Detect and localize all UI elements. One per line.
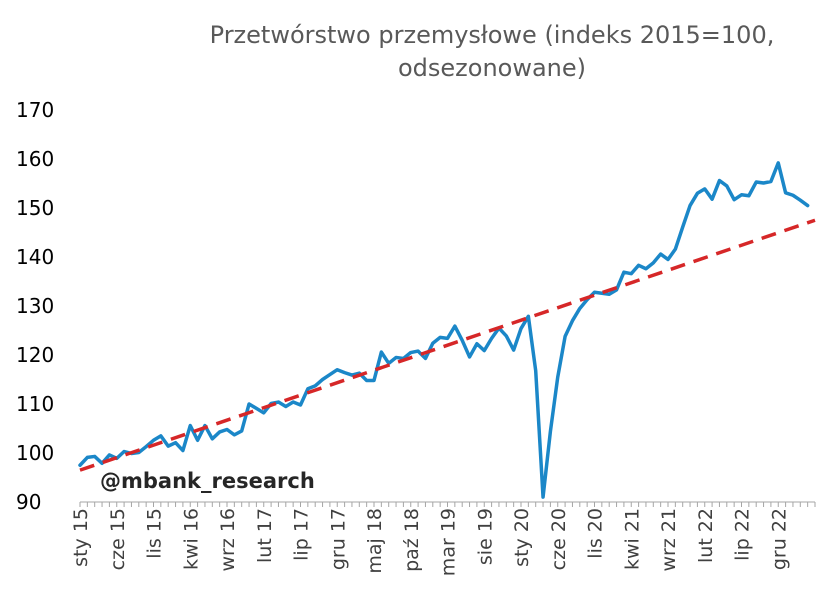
y-tick-label: 170 (16, 98, 54, 122)
x-tick-label: lis 20 (585, 508, 607, 559)
trend-line (79, 218, 816, 472)
x-tick-label: lis 15 (144, 508, 166, 559)
x-tick-label: sty 20 (511, 508, 533, 567)
chart-title-line-1: Przetwórstwo przemysłowe (indeks 2015=10… (210, 21, 775, 49)
x-tick-label: sie 19 (474, 508, 496, 565)
series-layer (78, 161, 816, 499)
x-tick-label: lut 17 (254, 508, 276, 563)
y-tick-label: 110 (16, 392, 54, 416)
x-tick-label: mar 19 (438, 508, 460, 576)
chart-title-line-2: odsezonowane) (398, 54, 586, 82)
x-tick-label: gru 22 (768, 508, 790, 570)
x-tick-label: cze 15 (107, 508, 129, 570)
x-axis: sty 15 cze 15 lis 15 kwi 16 wrz 16 lut 17 lip … (70, 501, 816, 576)
y-tick-label: 90 (16, 490, 41, 514)
y-tick-label: 150 (16, 196, 54, 220)
x-tick-label: paź 18 (401, 508, 423, 572)
y-axis: 90 100 110 120 130 140 150 160 170 (16, 98, 54, 514)
y-tick-label: 120 (16, 343, 54, 367)
y-tick-label: 100 (16, 441, 54, 465)
x-tick-label: kwi 16 (180, 508, 202, 570)
x-tick-label: wrz 21 (658, 508, 680, 572)
y-tick-label: 160 (16, 147, 54, 171)
watermark: @mbank_research (100, 469, 315, 493)
x-tick-label: lip 17 (291, 508, 313, 561)
x-tick-label: cze 20 (548, 508, 570, 570)
x-tick-label: kwi 21 (621, 508, 643, 570)
x-tick-label: gru 17 (327, 508, 349, 570)
x-tick-label: lut 22 (695, 508, 717, 563)
y-tick-label: 140 (16, 245, 54, 269)
x-tick-label: lip 22 (732, 508, 754, 561)
chart-title: Przetwórstwo przemysłowe (indeks 2015=10… (210, 21, 775, 82)
x-tick-label: wrz 16 (217, 508, 239, 572)
y-tick-label: 130 (16, 294, 54, 318)
x-tick-label: sty 15 (70, 508, 92, 567)
x-tick-label: maj 18 (364, 508, 386, 574)
series-line (78, 161, 810, 499)
